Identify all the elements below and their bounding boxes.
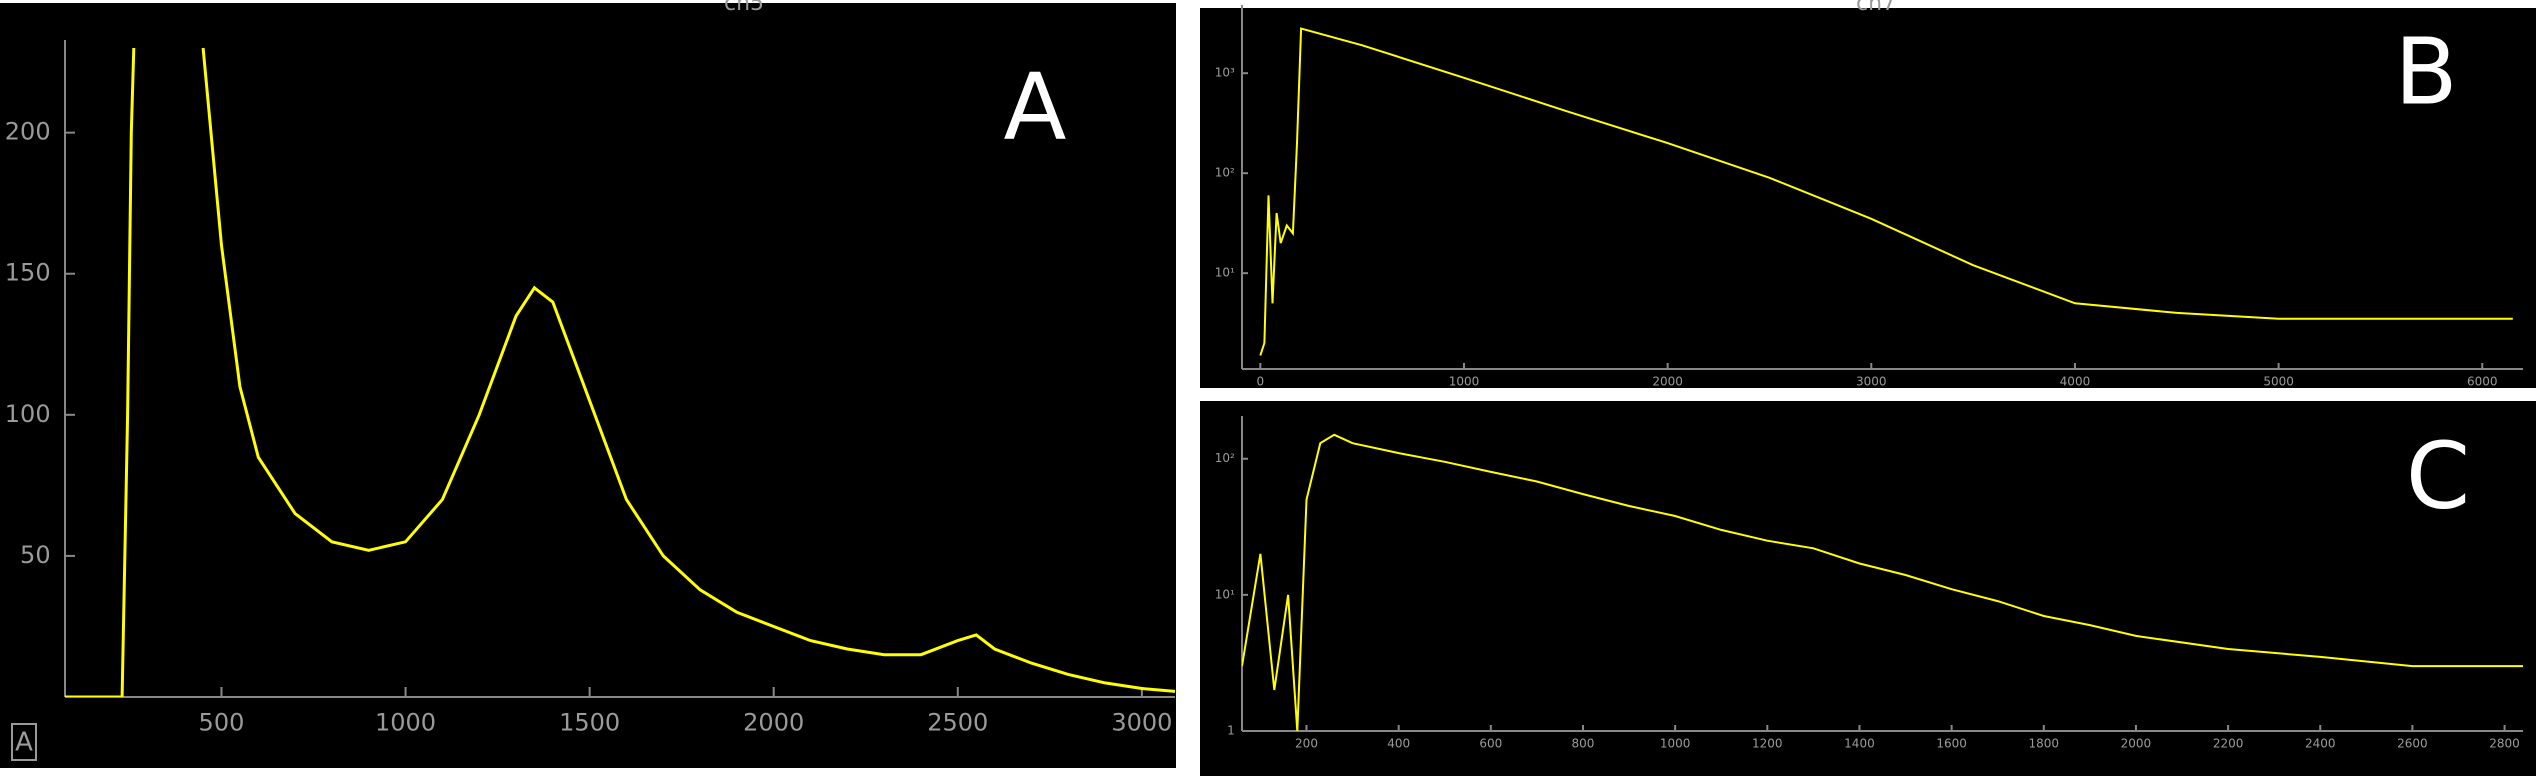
x-tick-label: 5000: [2263, 375, 2294, 389]
chart-title: ch5: [724, 0, 764, 16]
x-tick-label: 0: [1257, 375, 1265, 389]
x-tick-label: 1600: [1936, 737, 1967, 751]
x-tick-label: 1000: [1449, 375, 1480, 389]
x-tick-label: 1000: [375, 708, 436, 736]
y-tick-label: 10¹: [1215, 266, 1235, 280]
y-tick-label: 50: [20, 541, 51, 569]
spectrum-line: [1259, 27, 2513, 356]
x-tick-label: 1800: [2029, 737, 2060, 751]
y-tick-label: 150: [5, 259, 51, 287]
x-tick-label: 800: [1572, 737, 1595, 751]
x-tick-label: 2600: [2397, 737, 2428, 751]
x-tick-label: 2000: [743, 708, 804, 736]
x-tick-label: 1200: [1752, 737, 1783, 751]
x-tick-label: 6000: [2467, 375, 2498, 389]
spectrum-line: [65, 47, 1175, 697]
x-tick-label: 2400: [2305, 737, 2336, 751]
badge: A: [15, 728, 33, 758]
y-tick-label: 10²: [1215, 166, 1235, 180]
chart-title: ch7: [1856, 0, 1896, 16]
spectrum-line: [1242, 433, 2523, 731]
panel-label: B: [2394, 18, 2457, 125]
panel-label: A: [1004, 53, 1067, 160]
y-tick-label: 10¹: [1215, 587, 1235, 601]
x-tick-label: 600: [1479, 737, 1502, 751]
x-tick-label: 2000: [2121, 737, 2152, 751]
panel-a-background: [0, 3, 1176, 768]
x-tick-label: 3000: [1856, 375, 1887, 389]
panel-label: C: [2406, 422, 2470, 529]
x-tick-label: 2000: [1652, 375, 1683, 389]
x-tick-label: 2500: [927, 708, 988, 736]
x-tick-label: 4000: [2060, 375, 2091, 389]
x-tick-label: 1000: [1660, 737, 1691, 751]
x-tick-label: 400: [1387, 737, 1410, 751]
x-tick-label: 2800: [2489, 737, 2520, 751]
x-tick-label: 500: [199, 708, 245, 736]
panel-c-background: [1200, 401, 2536, 776]
x-tick-label: 1500: [559, 708, 620, 736]
panel-b-background: [1200, 8, 2536, 388]
y-tick-label: 10²: [1215, 451, 1235, 465]
y-tick-label: 10³: [1215, 66, 1235, 80]
x-tick-label: 3000: [1111, 708, 1172, 736]
y-tick-label: 1: [1227, 724, 1235, 738]
x-tick-label: 2200: [2213, 737, 2244, 751]
badge-frame: [11, 723, 37, 761]
x-tick-label: 200: [1295, 737, 1318, 751]
y-tick-label: 200: [5, 118, 51, 146]
y-tick-label: 100: [5, 400, 51, 428]
x-tick-label: 1400: [1844, 737, 1875, 751]
